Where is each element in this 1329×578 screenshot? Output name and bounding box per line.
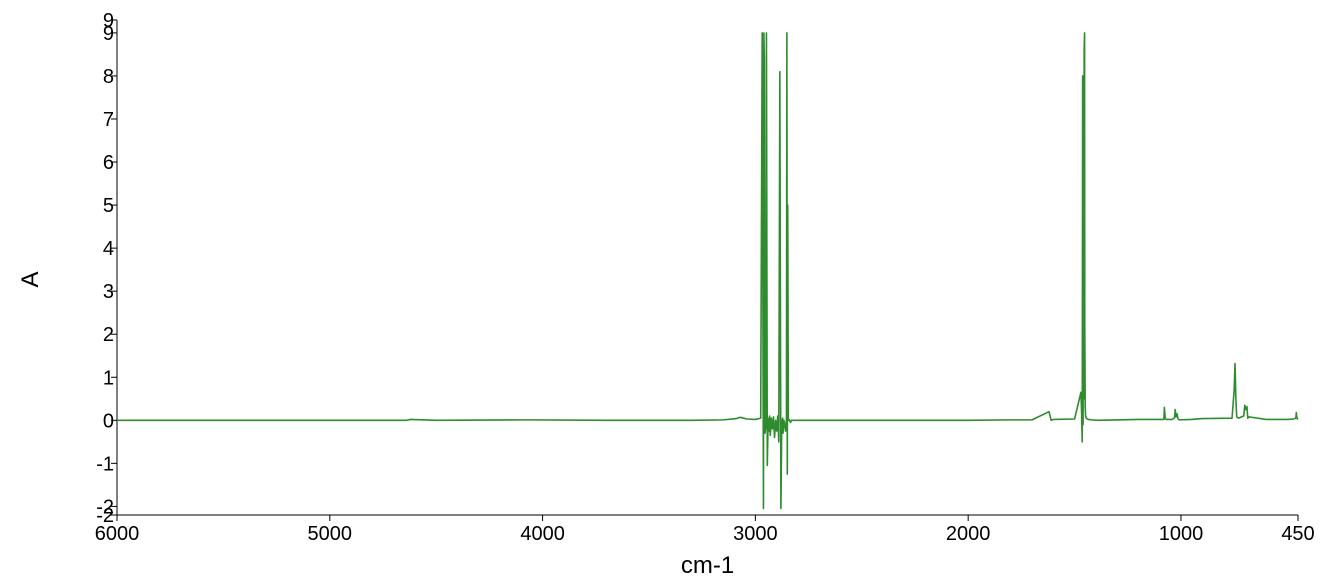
y-tick-label: 2 bbox=[103, 324, 114, 346]
y-axis-title: A bbox=[17, 271, 44, 287]
y-tick-label: 0 bbox=[103, 410, 114, 432]
y-tick-label: 8 bbox=[103, 66, 114, 88]
x-tick-label: 450 bbox=[1281, 523, 1314, 545]
spectrum-line bbox=[117, 33, 1298, 509]
plot-area bbox=[117, 33, 1298, 509]
x-tick-label: 3000 bbox=[733, 523, 778, 545]
y-tick-label: 6 bbox=[103, 152, 114, 174]
y-tick-label: 4 bbox=[103, 238, 114, 260]
x-tick-label: 2000 bbox=[946, 523, 991, 545]
y-tick-label: -2 bbox=[96, 505, 114, 527]
y-tick-label: 5 bbox=[103, 195, 114, 217]
x-axis-title: cm-1 bbox=[681, 552, 734, 578]
y-tick-label: 9 bbox=[103, 23, 114, 45]
y-tick-label: 3 bbox=[103, 281, 114, 303]
x-tick-label: 5000 bbox=[308, 523, 353, 545]
x-tick-label: 1000 bbox=[1159, 523, 1204, 545]
x-tick-label: 4000 bbox=[520, 523, 565, 545]
x-axis: 6000 5000 4000 3000 2000 1000 450 bbox=[95, 515, 1315, 545]
y-tick-label: 1 bbox=[103, 367, 114, 389]
y-tick-label: 7 bbox=[103, 109, 114, 131]
y-tick-label: -1 bbox=[96, 453, 114, 475]
